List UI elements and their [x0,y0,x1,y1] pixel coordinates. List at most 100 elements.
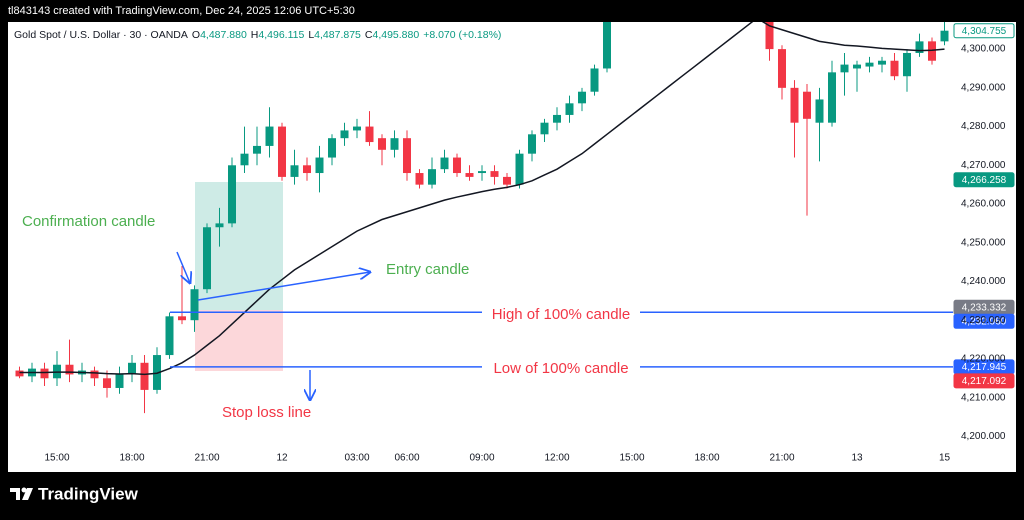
legend-symbol: Gold Spot / U.S. Dollar · 30 · OANDA [14,29,188,41]
confirmation-label: Confirmation candle [22,213,155,230]
candle-body [453,157,461,174]
candle-body [240,153,249,166]
stop-zone [195,310,283,371]
y-tick-label: 4,300.000 [961,44,1006,55]
low-label: Low of 100% candle [493,360,628,377]
price-label: 4,266.258 [962,175,1007,186]
legend: Gold Spot / U.S. Dollar · 30 · OANDA O4,4… [14,29,501,41]
candle-body [340,130,349,139]
change: +8.070 (+0.18%) [423,29,501,41]
chart-area [8,22,1016,472]
price-label: 4,304.755 [962,26,1007,37]
price-label: 4,233.332 [962,302,1007,313]
stop-label: Stop loss line [222,404,311,421]
candle-body [778,49,786,88]
candle-body [503,176,511,185]
candle-body [165,316,174,356]
x-tick-label: 18:00 [119,453,144,464]
candle-body [303,165,311,174]
candle-body [390,138,399,150]
candle-body [415,173,424,185]
candle-body [290,165,299,177]
candle-body [465,173,474,177]
candle-body [65,364,74,375]
label-bg [482,306,640,324]
candle-body [40,368,49,379]
candle-body [765,22,774,50]
candle-body [928,41,936,61]
candle-body [365,126,374,143]
candle-body [865,62,874,67]
candle-body [140,362,149,390]
candle-body [428,169,436,185]
candle-body [253,145,261,154]
candle-body [903,52,911,77]
candle-body [328,138,336,158]
x-tick-label: 21:00 [194,453,219,464]
y-tick-label: 4,250.000 [961,237,1006,248]
candle-body [878,60,886,65]
candle-body [15,370,24,377]
candle-body [515,153,524,185]
ohlc-key: C [365,29,373,41]
price-label-box [953,172,1015,188]
price-label: 4,217.092 [962,376,1007,387]
candle-body [578,91,586,104]
candle-body [315,157,324,174]
ohlc-value: 4,495.880 [372,29,419,41]
candle-body [178,316,186,321]
ohlc-value: 4,487.880 [200,29,247,41]
x-tick-label: 15:00 [44,453,69,464]
candle-body [815,99,824,123]
price-label-box [953,23,1015,39]
ohlc-key: L [308,29,314,41]
entry-label: Entry candle [386,261,469,278]
candle-body [490,171,499,177]
x-tick-label: 21:00 [769,453,794,464]
price-label-box [953,313,1015,329]
price-label-box [953,373,1015,389]
y-tick-label: 4,280.000 [961,121,1006,132]
y-tick-label: 4,240.000 [961,276,1006,287]
x-tick-label: 09:00 [469,453,494,464]
x-tick-label: 15:00 [619,453,644,464]
candle-body [128,362,136,375]
candle-body [478,171,486,174]
candle-body [890,60,899,77]
x-tick-label: 12 [276,453,288,464]
candle-body [915,41,924,53]
header-text: tl843143 created with TradingView.com, D… [8,5,355,17]
x-tick-label: 03:00 [344,453,369,464]
brand: TradingView [38,484,139,503]
candle-body [103,378,111,388]
candle-body [265,126,274,146]
candles [15,22,949,414]
x-tick-label: 13 [851,453,863,464]
price-label: 4,232.060 [962,316,1007,327]
candle-body [940,30,949,42]
y-tick-label: 4,220.000 [961,354,1006,365]
candle-body [215,223,224,228]
ohlc-key: H [251,29,259,41]
candle-body [828,72,836,123]
candle-body [853,64,861,69]
candle-body [528,134,536,154]
price-label: 4,217.945 [962,362,1007,373]
y-tick-label: 4,230.000 [961,315,1006,326]
x-tick-label: 18:00 [694,453,719,464]
label-bg [482,360,640,378]
candle-body [278,126,286,177]
candle-body [590,68,599,92]
candle-body [553,114,561,123]
candle-body [440,157,449,170]
candle-body [190,289,199,321]
x-tick-label: 12:00 [544,453,569,464]
candle-body [565,103,574,115]
ohlc-key: O [192,29,200,41]
ohlc-value: 4,496.115 [258,29,304,41]
y-tick-label: 4,210.000 [961,392,1006,403]
candle-body [203,227,211,290]
arrow [176,251,190,283]
candle-body [115,374,124,388]
y-tick-label: 4,260.000 [961,199,1006,210]
